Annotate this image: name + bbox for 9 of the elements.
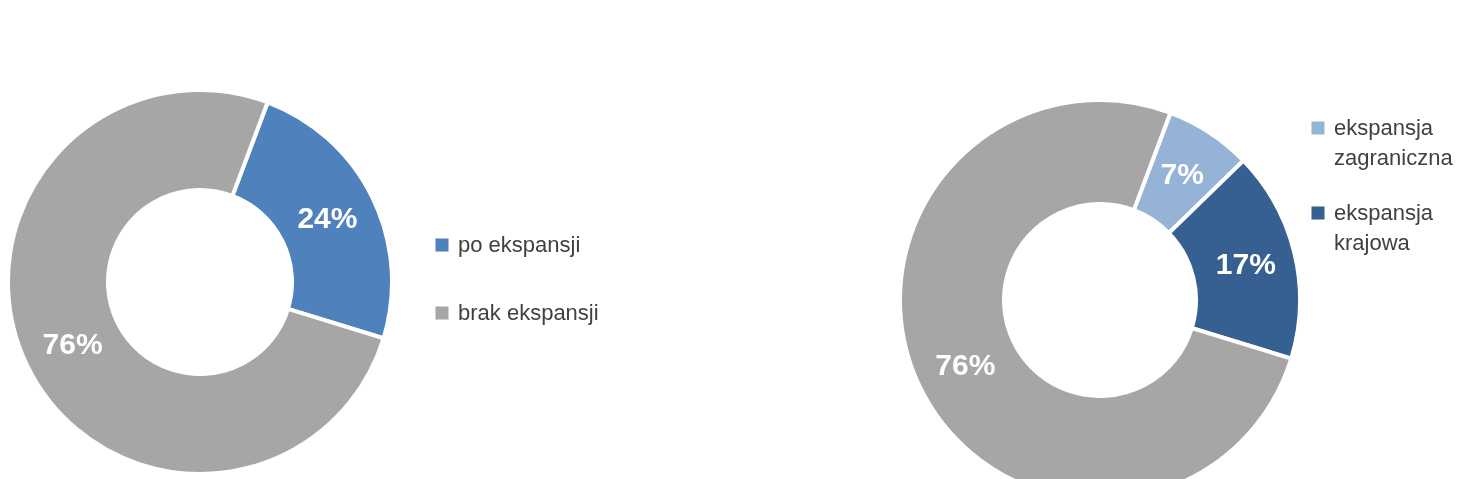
data-label: 24%: [297, 201, 358, 235]
legend-label: brak ekspansji: [458, 300, 599, 325]
data-label: 17%: [1215, 246, 1276, 280]
legend-label: ekspansja zagraniczna: [1334, 115, 1454, 170]
data-label: 7%: [1160, 156, 1204, 190]
legend-label: ekspansja krajowa: [1334, 200, 1434, 255]
data-label: 76%: [935, 348, 996, 382]
legend-label: po ekspansji: [458, 232, 581, 257]
data-label: 76%: [42, 326, 103, 360]
